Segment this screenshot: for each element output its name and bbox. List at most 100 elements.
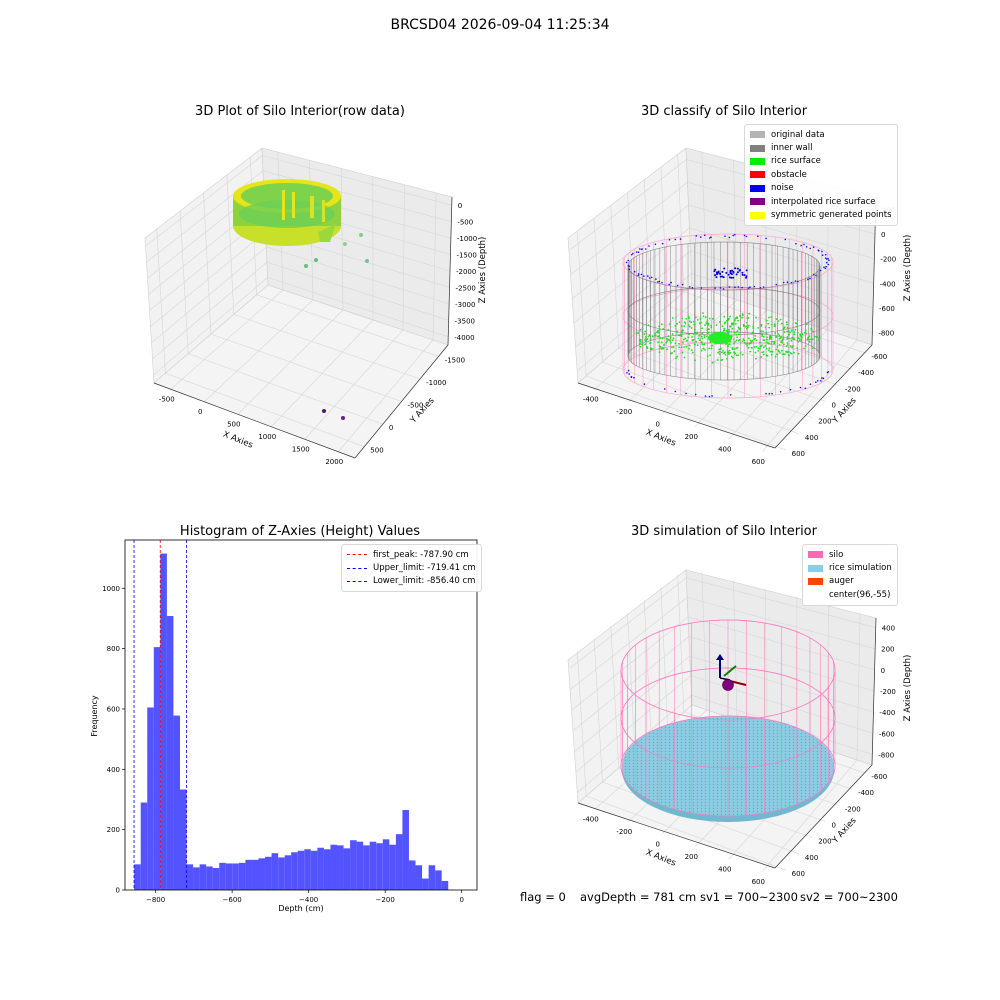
classify-noise-point xyxy=(640,273,643,276)
histogram-xtick: −800 xyxy=(146,896,165,904)
classify-rice-point xyxy=(700,349,703,352)
classify-rice-point xyxy=(776,346,779,348)
classify-rice-point xyxy=(729,325,731,328)
classify-rice-point xyxy=(785,345,788,347)
sim-legend-label: rice simulation xyxy=(829,563,892,574)
classify-rice-point xyxy=(726,319,729,322)
classify-noise-point xyxy=(821,250,823,253)
classify-rice-point xyxy=(711,361,714,364)
classify-noise-point xyxy=(797,280,799,283)
classify-rice-point xyxy=(736,346,739,349)
classify-rice-point xyxy=(765,341,768,344)
classify-rice-point xyxy=(759,347,761,350)
histogram-bar xyxy=(369,841,377,890)
classify-rice-point xyxy=(793,333,796,336)
raw-ytick: 0 xyxy=(389,424,393,432)
classify-rice-point xyxy=(722,352,725,355)
classify-rice-point xyxy=(704,349,706,351)
histogram-ytick: 600 xyxy=(107,705,120,713)
raw-plot-title: 3D Plot of Silo Interior(row data) xyxy=(195,104,405,119)
classify-legend-swatch xyxy=(750,144,765,152)
classify-rice-point xyxy=(696,332,698,335)
classify-rice-point xyxy=(658,325,661,328)
classify-rice-point xyxy=(723,327,726,330)
raw-ztick: -1500 xyxy=(456,252,476,260)
classify-noise-point xyxy=(648,245,650,247)
classify-rice-point xyxy=(658,347,661,350)
classify-noise-point xyxy=(729,270,732,272)
classify-rice-point xyxy=(641,343,644,346)
classify-noise-point xyxy=(728,236,731,239)
classify-noise-point xyxy=(715,276,718,279)
classify-rice-point xyxy=(667,335,670,337)
classify-rice-point xyxy=(718,353,721,355)
classify-legend-label: obstacle xyxy=(771,169,807,180)
classify-noise-point xyxy=(631,253,633,256)
classify-rice-point xyxy=(700,341,703,344)
classify-legend-label: symmetric generated points xyxy=(771,210,892,221)
classify-rice-point xyxy=(746,326,749,329)
classify-noise-point xyxy=(729,272,732,275)
classify-rice-point xyxy=(728,353,730,355)
classify-rice-point xyxy=(686,339,688,342)
classify-rice-point xyxy=(807,336,810,339)
classify-xtick: -200 xyxy=(616,408,632,416)
classify-noise-point xyxy=(822,377,825,380)
histogram-xtick: −200 xyxy=(376,896,395,904)
classify-rice-point xyxy=(688,320,691,323)
classify-noise-point xyxy=(824,267,827,270)
histogram-legend: first_peak: -787.90 cm Upper_limit: -719.… xyxy=(341,544,482,593)
classify-rice-point xyxy=(728,330,730,333)
classify-noise-point xyxy=(803,243,805,246)
classify-rice-point xyxy=(654,332,656,335)
sim-ytick: -400 xyxy=(858,789,874,797)
classify-rice-point xyxy=(735,334,738,336)
classify-ztick: -600 xyxy=(879,305,895,313)
classify-noise-point xyxy=(825,261,828,264)
sim-legend-item: auger xyxy=(808,575,892,588)
classify-rice-point xyxy=(703,343,705,346)
classify-noise-point xyxy=(719,287,722,289)
classify-noise-point xyxy=(627,369,630,372)
sim-ztick: -800 xyxy=(878,751,894,759)
classify-rice-point xyxy=(811,347,814,350)
classify-noise-point xyxy=(743,234,746,237)
histogram-bar xyxy=(297,850,305,890)
classify-rice-point xyxy=(649,338,652,340)
classify-rice-point xyxy=(799,340,801,342)
raw-xtick: 0 xyxy=(198,408,202,416)
histogram-bar xyxy=(153,647,161,890)
classify-noise-point xyxy=(714,287,716,289)
classify-rice-point xyxy=(682,329,684,332)
classify-noise-point xyxy=(717,271,720,274)
classify-rice-point xyxy=(771,340,773,343)
classify-ytick: -200 xyxy=(845,385,861,393)
classify-rice-point xyxy=(711,344,713,347)
classify-rice-point xyxy=(723,329,725,332)
classify-rice-point xyxy=(750,340,753,343)
classify-rice-point xyxy=(639,343,642,345)
classify-rice-point xyxy=(699,317,702,320)
classify-rice-point xyxy=(644,335,647,338)
classify-ytick: 400 xyxy=(805,434,818,442)
classify-legend-item: inner wall xyxy=(750,141,892,154)
classify-rice-point xyxy=(792,337,795,340)
histogram-bar xyxy=(206,866,213,890)
classify-rice-point xyxy=(710,324,713,327)
classify-noise-point xyxy=(794,280,797,282)
classify-noise-point xyxy=(626,372,628,374)
classify-rice-point xyxy=(644,343,647,346)
histogram-bar xyxy=(422,878,429,890)
classify-noise-point xyxy=(779,391,782,393)
classify-noise-point xyxy=(715,271,718,274)
classify-rice-point xyxy=(762,353,765,356)
sim-legend-swatch xyxy=(808,577,823,585)
classify-rice-point xyxy=(705,322,707,324)
classify-rice-point xyxy=(684,337,687,340)
classify-rice-point xyxy=(706,355,709,357)
classify-rice-point xyxy=(683,356,686,359)
classify-noise-point xyxy=(731,269,733,272)
raw-ztick: -500 xyxy=(457,219,473,227)
classify-noise-point xyxy=(737,286,740,288)
